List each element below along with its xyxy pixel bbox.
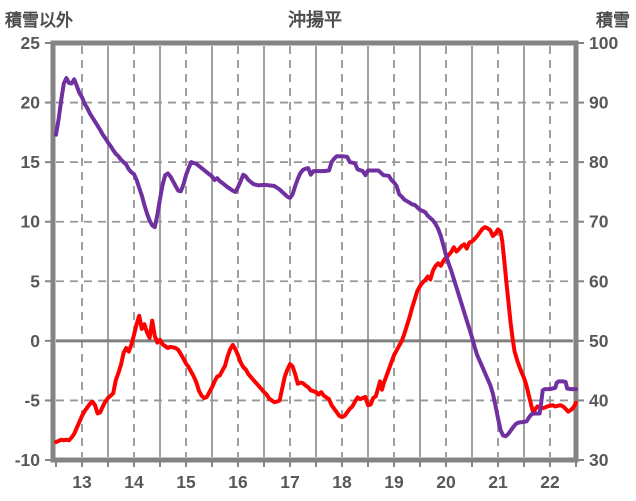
y-left-tick-label: 10 bbox=[21, 212, 41, 232]
y-right-tick-label: 30 bbox=[589, 450, 609, 470]
plot-border bbox=[50, 40, 579, 463]
y-left-tick-label: -10 bbox=[15, 450, 41, 470]
y-left-tick-label: 20 bbox=[21, 93, 41, 113]
x-tick-label: 22 bbox=[540, 472, 560, 492]
x-tick-label: 13 bbox=[72, 472, 92, 492]
y-right-tick-label: 100 bbox=[589, 33, 618, 53]
y-right-tick-label: 80 bbox=[589, 152, 609, 172]
x-tick-label: 16 bbox=[228, 472, 248, 492]
y-left-tick-label: 15 bbox=[21, 152, 41, 172]
y-right-tick-label: 50 bbox=[589, 331, 609, 351]
x-tick-label: 17 bbox=[280, 472, 299, 492]
x-tick-label: 19 bbox=[384, 472, 404, 492]
series-line-snow bbox=[54, 76, 578, 439]
y-right-tick-label: 90 bbox=[589, 93, 609, 113]
chart-title: 沖揚平 bbox=[288, 10, 342, 30]
x-tick-label: 18 bbox=[332, 472, 352, 492]
y-left-tick-label: 0 bbox=[30, 331, 40, 351]
x-tick-label: 21 bbox=[488, 472, 508, 492]
x-tick-label: 14 bbox=[124, 472, 144, 492]
y-right-tick-label: 40 bbox=[589, 390, 609, 410]
y-left-tick-label: 5 bbox=[30, 271, 40, 291]
y-right-tick-label: 70 bbox=[589, 212, 609, 232]
y-right-tick-label: 60 bbox=[589, 271, 609, 291]
right-axis-title: 積雪 bbox=[596, 11, 630, 30]
y-left-tick-label: 25 bbox=[21, 33, 41, 53]
left-axis-title: 積雪以外 bbox=[5, 11, 73, 30]
series-line-non-snow bbox=[54, 225, 578, 445]
y-left-tick-label: -5 bbox=[24, 390, 40, 410]
x-tick-label: 15 bbox=[176, 472, 196, 492]
x-tick-label: 20 bbox=[436, 472, 456, 492]
